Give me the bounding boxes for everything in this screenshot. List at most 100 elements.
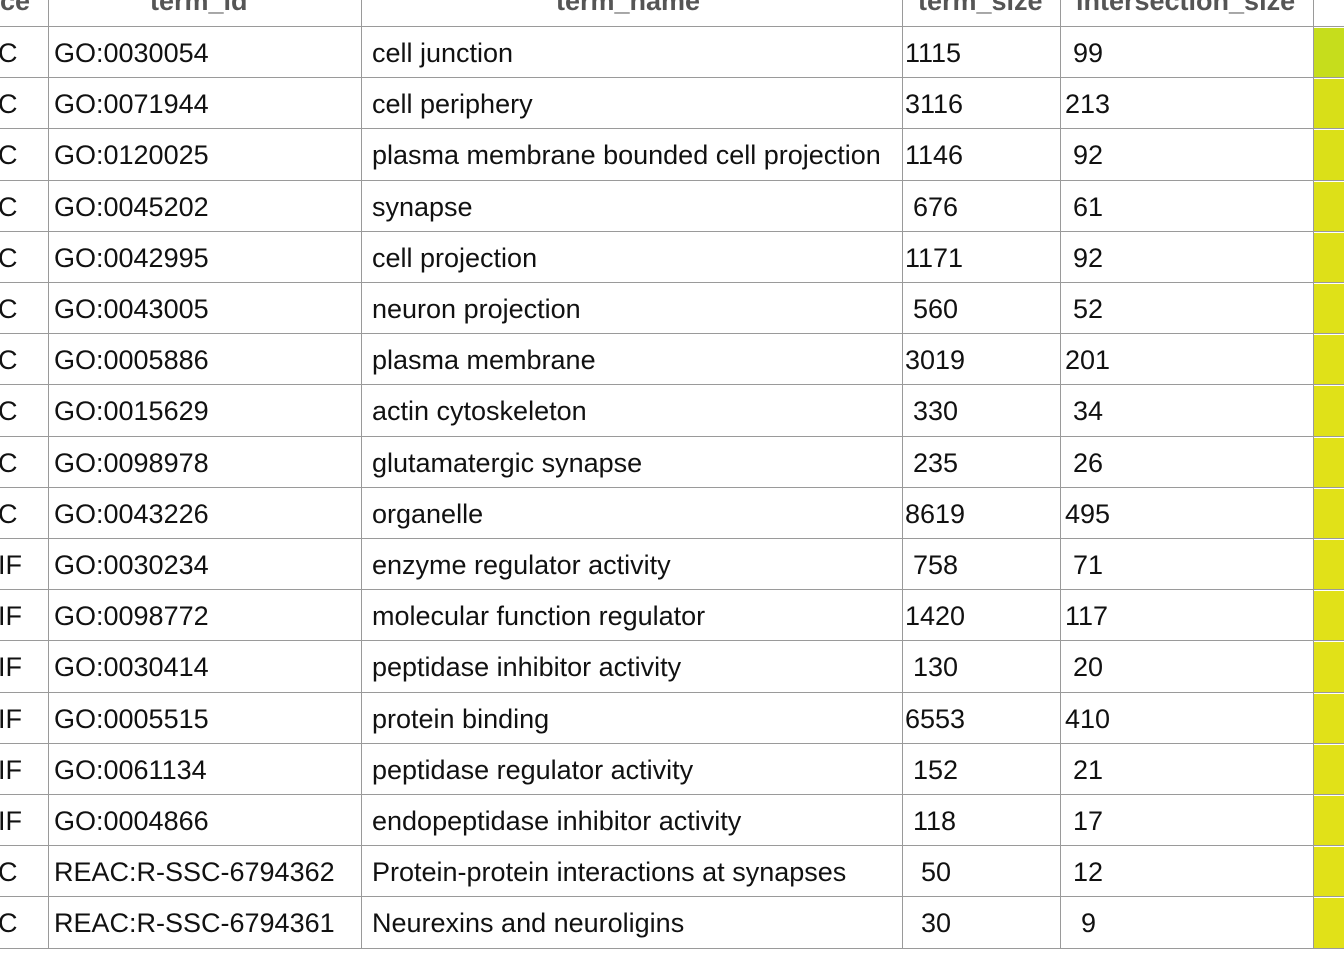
cell-intersection-size[interactable]: 12 [1061, 846, 1313, 897]
cell-term-size[interactable]: 30 [903, 897, 1059, 948]
cell-term-size[interactable]: 1146 [903, 129, 1059, 180]
cell-source[interactable]: C [0, 499, 18, 529]
cell-term-size[interactable]: 8619 [903, 488, 1059, 539]
cell-color-scale[interactable] [1314, 233, 1344, 283]
cell-term-name[interactable]: Protein-protein interactions at synapses [372, 857, 847, 887]
cell-term-name[interactable]: peptidase inhibitor activity [372, 652, 682, 682]
cell-intersection-size[interactable]: 26 [1061, 437, 1313, 488]
cell-term-id[interactable]: GO:0030414 [54, 652, 209, 682]
cell-intersection-size[interactable]: 71 [1061, 539, 1313, 590]
cell-term-id[interactable]: GO:0030234 [54, 550, 209, 580]
cell-color-scale[interactable] [1314, 28, 1344, 78]
cell-intersection-size[interactable]: 92 [1061, 129, 1313, 180]
cell-term-size[interactable]: 560 [903, 283, 1059, 334]
cell-term-id[interactable]: GO:0120025 [54, 140, 209, 170]
cell-color-scale[interactable] [1314, 591, 1344, 641]
cell-source[interactable]: C [0, 38, 18, 68]
cell-intersection-size[interactable]: 9 [1061, 897, 1313, 948]
header-term-size[interactable]: term_size [918, 0, 1043, 16]
cell-color-scale[interactable] [1314, 898, 1344, 948]
cell-term-size[interactable]: 758 [903, 539, 1059, 590]
cell-source[interactable]: IF [0, 755, 22, 785]
cell-intersection-size[interactable]: 17 [1061, 795, 1313, 846]
cell-source[interactable]: C [0, 89, 18, 119]
cell-term-name[interactable]: plasma membrane bounded cell projection [372, 140, 881, 170]
cell-term-id[interactable]: REAC:R-SSC-6794362 [54, 857, 335, 887]
cell-term-size[interactable]: 3116 [903, 78, 1059, 129]
cell-term-size[interactable]: 235 [903, 437, 1059, 488]
cell-color-scale[interactable] [1314, 284, 1344, 334]
cell-term-name[interactable]: protein binding [372, 704, 550, 734]
cell-term-id[interactable]: REAC:R-SSC-6794361 [54, 908, 335, 938]
cell-term-size[interactable]: 6553 [903, 693, 1059, 744]
cell-color-scale[interactable] [1314, 642, 1344, 692]
cell-color-scale[interactable] [1314, 79, 1344, 129]
cell-term-name[interactable]: plasma membrane [372, 345, 596, 375]
cell-term-name[interactable]: molecular function regulator [372, 601, 706, 631]
cell-intersection-size[interactable]: 201 [1061, 334, 1313, 385]
cell-color-scale[interactable] [1314, 182, 1344, 232]
cell-intersection-size[interactable]: 410 [1061, 693, 1313, 744]
cell-term-name[interactable]: cell periphery [372, 89, 533, 119]
cell-color-scale[interactable] [1314, 438, 1344, 488]
cell-source[interactable]: C [0, 140, 18, 170]
cell-term-size[interactable]: 50 [903, 846, 1059, 897]
cell-source[interactable]: C [0, 396, 18, 426]
cell-source[interactable]: IF [0, 601, 22, 631]
cell-source[interactable]: C [0, 857, 18, 887]
header-term-name[interactable]: term_name [556, 0, 701, 16]
cell-color-scale[interactable] [1314, 796, 1344, 846]
cell-intersection-size[interactable]: 213 [1061, 78, 1313, 129]
cell-intersection-size[interactable]: 21 [1061, 744, 1313, 795]
cell-source[interactable]: C [0, 192, 18, 222]
cell-source[interactable]: C [0, 345, 18, 375]
cell-source[interactable]: IF [0, 806, 22, 836]
cell-intersection-size[interactable]: 52 [1061, 283, 1313, 334]
cell-term-name[interactable]: Neurexins and neuroligins [372, 908, 685, 938]
cell-color-scale[interactable] [1314, 540, 1344, 590]
cell-term-size[interactable]: 1171 [903, 232, 1059, 283]
cell-intersection-size[interactable]: 495 [1061, 488, 1313, 539]
cell-term-name[interactable]: actin cytoskeleton [372, 396, 587, 426]
cell-term-id[interactable]: GO:0043226 [54, 499, 209, 529]
cell-color-scale[interactable] [1314, 694, 1344, 744]
cell-term-id[interactable]: GO:0071944 [54, 89, 209, 119]
cell-color-scale[interactable] [1314, 745, 1344, 795]
cell-term-id[interactable]: GO:0061134 [54, 755, 207, 785]
cell-intersection-size[interactable]: 117 [1061, 590, 1313, 641]
cell-source[interactable]: IF [0, 550, 22, 580]
cell-term-name[interactable]: cell junction [372, 38, 514, 68]
cell-term-id[interactable]: GO:0043005 [54, 294, 209, 324]
cell-term-id[interactable]: GO:0005515 [54, 704, 209, 734]
header-source[interactable]: ce [0, 0, 31, 16]
cell-color-scale[interactable] [1314, 335, 1344, 385]
header-term-id[interactable]: term_id [150, 0, 248, 16]
cell-intersection-size[interactable]: 34 [1061, 385, 1313, 436]
cell-term-name[interactable]: endopeptidase inhibitor activity [372, 806, 742, 836]
cell-source[interactable]: C [0, 243, 18, 273]
cell-color-scale[interactable] [1314, 847, 1344, 897]
cell-term-size[interactable]: 676 [903, 181, 1059, 232]
cell-term-name[interactable]: glutamatergic synapse [372, 448, 643, 478]
cell-source[interactable]: C [0, 294, 18, 324]
cell-intersection-size[interactable]: 99 [1061, 27, 1313, 78]
cell-intersection-size[interactable]: 92 [1061, 232, 1313, 283]
cell-intersection-size[interactable]: 20 [1061, 641, 1313, 692]
cell-color-scale[interactable] [1314, 386, 1344, 436]
cell-term-id[interactable]: GO:0005886 [54, 345, 209, 375]
cell-term-name[interactable]: organelle [372, 499, 484, 529]
header-intersection-size[interactable]: intersection_size [1076, 0, 1296, 16]
cell-term-size[interactable]: 3019 [903, 334, 1059, 385]
cell-term-id[interactable]: GO:0098978 [54, 448, 209, 478]
cell-term-id[interactable]: GO:0015629 [54, 396, 209, 426]
cell-term-name[interactable]: synapse [372, 192, 473, 222]
cell-term-name[interactable]: neuron projection [372, 294, 581, 324]
cell-term-size[interactable]: 152 [903, 744, 1059, 795]
cell-term-size[interactable]: 1115 [903, 27, 1059, 78]
cell-color-scale[interactable] [1314, 130, 1344, 180]
cell-source[interactable]: C [0, 908, 18, 938]
cell-term-size[interactable]: 130 [903, 641, 1059, 692]
cell-term-size[interactable]: 330 [903, 385, 1059, 436]
cell-term-size[interactable]: 1420 [903, 590, 1059, 641]
cell-term-id[interactable]: GO:0030054 [54, 38, 209, 68]
